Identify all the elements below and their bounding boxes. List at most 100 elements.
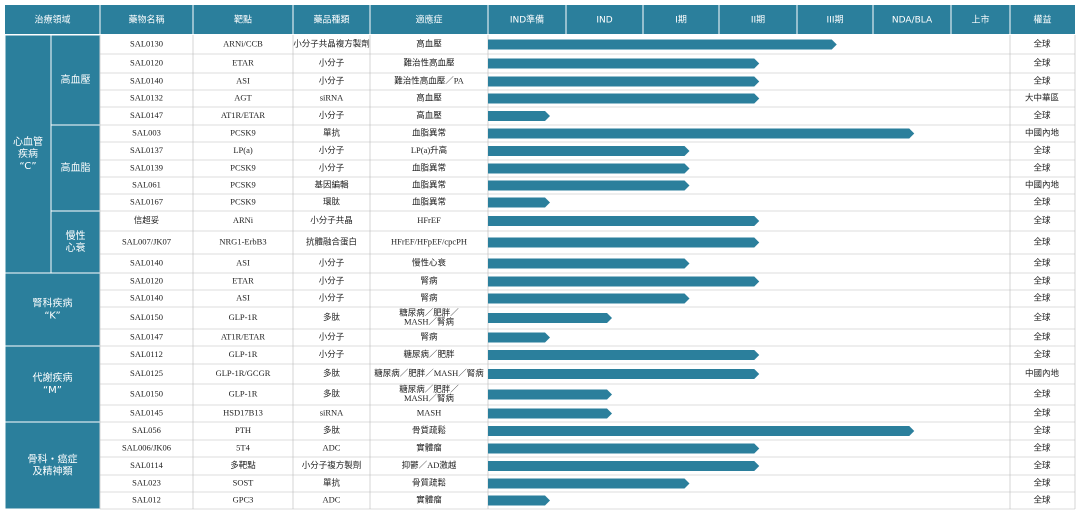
cell: SAL023 (132, 477, 161, 487)
cell: 多肽 (323, 312, 341, 322)
cell: AT1R/ETAR (221, 331, 266, 341)
cell: ADC (323, 442, 341, 452)
progress-bar (488, 163, 690, 174)
group-label: 心血管 (13, 135, 43, 148)
rights: 全球 (1033, 215, 1051, 225)
cell: ASI (236, 257, 250, 267)
cell: PTH (235, 425, 251, 435)
header-cell: 權益 (1033, 14, 1051, 26)
indication: 慢性心衰 (412, 257, 447, 267)
cell: 小分子 (319, 349, 345, 359)
cell: GLP-1R (229, 312, 258, 322)
rights: 全球 (1033, 388, 1051, 398)
cell: 小分子 (319, 57, 345, 67)
group-label: 腎科疾病 (33, 297, 73, 310)
cell: LP(a) (233, 145, 253, 155)
indication: 糖尿病／肥胖／ (399, 307, 459, 317)
progress-bar (488, 111, 550, 121)
group-label: 慢性 (66, 229, 86, 242)
rights: 全球 (1033, 57, 1051, 67)
cell: SAL0150 (130, 312, 163, 322)
progress-bar (488, 276, 760, 287)
rights: 全球 (1033, 312, 1051, 322)
progress-bar (488, 216, 760, 226)
progress-bar (488, 39, 837, 50)
progress-bar (488, 369, 760, 379)
cell: SAL0150 (130, 388, 163, 398)
cell: ADC (323, 494, 341, 504)
rights: 全球 (1033, 407, 1051, 417)
cell: SAL0139 (130, 162, 163, 172)
group-label: 高血脂 (61, 161, 91, 174)
cell: SAL012 (132, 494, 161, 504)
cell: 信超妥 (134, 215, 160, 225)
indication: HFrEF (417, 215, 441, 225)
group-label: 代謝疾病 (33, 371, 73, 384)
group-label: “C” (19, 161, 36, 172)
indication: 難治性高血壓／PA (394, 75, 464, 85)
progress-bar (488, 313, 612, 323)
cell: NRG1-ErbB3 (219, 236, 266, 246)
rights: 全球 (1033, 145, 1051, 155)
cell: SAL0125 (130, 368, 163, 378)
progress-bar (488, 350, 760, 360)
group-cell (4, 421, 101, 510)
rights: 中國內地 (1025, 127, 1060, 137)
progress-bar (488, 58, 760, 69)
indication: 腎病 (420, 331, 438, 341)
progress-bar (488, 76, 760, 87)
cell: 抗體融合蛋白 (306, 236, 357, 246)
rights: 全球 (1033, 442, 1051, 452)
cell: ASI (236, 292, 250, 302)
cell: 單抗 (323, 477, 341, 487)
indication: 腎病 (420, 292, 438, 302)
cell: 小分子複方製劑 (302, 460, 362, 470)
cell: SAL0140 (130, 292, 163, 302)
cell: SAL003 (132, 127, 161, 137)
cell: 多肽 (323, 368, 341, 378)
group-label: “K” (44, 311, 60, 322)
cell: SOST (233, 477, 255, 487)
cell: ARNi (233, 215, 254, 225)
indication: 實體瘤 (416, 494, 442, 504)
rights: 全球 (1033, 460, 1051, 470)
cell: SAL0120 (130, 275, 163, 285)
rights: 全球 (1033, 162, 1051, 172)
header-cell: 靶點 (234, 14, 252, 26)
rights: 全球 (1033, 425, 1051, 435)
cell: 小分子共晶複方製劑 (293, 38, 370, 48)
header-cell: NDA/BLA (892, 16, 933, 26)
indication: MASH／腎病 (404, 393, 455, 403)
progress-bar (488, 389, 612, 400)
rights: 全球 (1033, 494, 1051, 504)
cell: SAL0112 (130, 349, 163, 359)
rights: 全球 (1033, 110, 1051, 120)
group-cell (4, 345, 101, 423)
cell: SAL0132 (130, 92, 163, 102)
progress-bar (488, 461, 760, 471)
cell: SAL056 (132, 425, 161, 435)
progress-bar (488, 478, 690, 489)
group-label: “M” (43, 385, 62, 396)
indication: 糖尿病／肥胖 (403, 349, 455, 359)
cell: 基因編輯 (314, 179, 349, 189)
rights: 全球 (1033, 349, 1051, 359)
progress-bar (488, 332, 550, 343)
indication: 糖尿病／肥胖／MASH／腎病 (374, 368, 484, 378)
header-cell: IND (596, 16, 612, 26)
cell: 小分子 (319, 257, 345, 267)
cell: SAL0137 (130, 145, 163, 155)
progress-bar (488, 146, 690, 156)
cell: SAL0145 (130, 407, 163, 417)
cell: HSD17B13 (223, 407, 263, 417)
cell: 小分子 (319, 145, 345, 155)
cell: SAL061 (132, 179, 161, 189)
progress-bar (488, 128, 915, 139)
cell: SAL0167 (130, 196, 163, 206)
cell: 小分子 (319, 162, 345, 172)
cell: 小分子 (319, 275, 345, 285)
progress-bar (488, 180, 690, 191)
progress-bar (488, 495, 550, 506)
cell: PCSK9 (230, 127, 256, 137)
